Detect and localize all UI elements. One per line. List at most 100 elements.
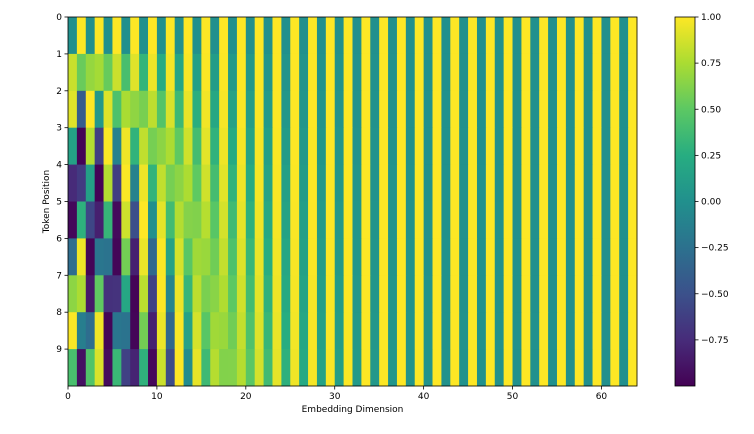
heatmap-cell <box>236 164 247 202</box>
heatmap-cell <box>174 17 184 55</box>
heatmap-cell <box>628 53 638 92</box>
heatmap-cell <box>468 312 478 350</box>
heatmap-cell <box>245 90 256 129</box>
heatmap-cell <box>503 90 513 129</box>
heatmap-cell <box>325 53 336 92</box>
heatmap-cell <box>139 53 149 92</box>
heatmap-cell <box>325 349 336 387</box>
heatmap-cell <box>521 53 531 92</box>
heatmap-cell <box>94 349 104 387</box>
heatmap-cell <box>432 90 442 129</box>
x-axis-label: Embedding Dimension <box>302 405 404 415</box>
heatmap-cell <box>361 201 371 239</box>
heatmap-cell <box>316 164 327 202</box>
heatmap-cell <box>539 275 549 313</box>
heatmap-cell <box>85 312 96 350</box>
heatmap-cell <box>228 201 238 239</box>
y-tick-label: 8 <box>56 308 62 318</box>
heatmap-cell <box>156 53 167 92</box>
heatmap-cell <box>548 90 558 129</box>
heatmap-cell <box>299 164 309 202</box>
heatmap-cell <box>68 312 78 350</box>
heatmap-cell <box>619 127 629 165</box>
heatmap-cell <box>423 238 433 276</box>
heatmap-cell <box>76 127 87 165</box>
heatmap-cell <box>183 201 193 239</box>
heatmap-cell <box>379 53 389 92</box>
heatmap-cell <box>556 238 567 276</box>
heatmap-cell <box>388 201 398 239</box>
heatmap-cell <box>121 275 131 313</box>
heatmap-cell <box>183 312 193 350</box>
heatmap-cell <box>468 275 478 313</box>
heatmap-cell <box>459 238 469 276</box>
heatmap-cell <box>521 201 531 239</box>
heatmap-cell <box>245 164 256 202</box>
heatmap-cell <box>325 238 336 276</box>
heatmap-cell <box>468 17 478 55</box>
heatmap-cell <box>183 349 193 387</box>
heatmap-cell <box>103 275 113 313</box>
heatmap-cell <box>156 201 167 239</box>
heatmap-cell <box>183 275 193 313</box>
heatmap-cell <box>219 53 229 92</box>
heatmap-cell <box>343 201 353 239</box>
heatmap-cell <box>352 312 362 350</box>
heatmap-cell <box>228 164 238 202</box>
heatmap-cell <box>245 238 256 276</box>
heatmap-cell <box>565 349 576 387</box>
heatmap-cell <box>521 349 531 387</box>
heatmap-cell <box>476 349 487 387</box>
heatmap-cell <box>263 53 273 92</box>
heatmap-cell <box>245 201 256 239</box>
heatmap-cell <box>68 17 78 55</box>
heatmap-cell <box>548 201 558 239</box>
heatmap-cell <box>396 164 407 202</box>
heatmap-cell <box>290 127 300 165</box>
heatmap-cell <box>521 90 531 129</box>
heatmap-cell <box>245 17 256 55</box>
heatmap-cell <box>103 90 113 129</box>
heatmap-cell <box>565 312 576 350</box>
heatmap-cell <box>503 127 513 165</box>
heatmap-cell <box>192 201 202 239</box>
heatmap-cell <box>334 90 345 129</box>
heatmap-cell <box>476 53 487 92</box>
heatmap-cell <box>201 53 211 92</box>
heatmap-cell <box>263 275 273 313</box>
heatmap-cell <box>352 53 362 92</box>
heatmap-cell <box>316 127 327 165</box>
heatmap-cell <box>325 164 336 202</box>
heatmap-cell <box>103 127 113 165</box>
heatmap-cell <box>352 238 362 276</box>
heatmap-cell <box>325 312 336 350</box>
heatmap-cell <box>476 275 487 313</box>
heatmap-cell <box>263 238 273 276</box>
heatmap-cell <box>272 312 282 350</box>
heatmap-cell <box>210 90 220 129</box>
heatmap-cell <box>592 238 602 276</box>
heatmap-cell <box>441 312 451 350</box>
heatmap-cell <box>219 127 229 165</box>
heatmap-cell <box>396 238 407 276</box>
heatmap-cell <box>361 53 371 92</box>
heatmap-cell <box>183 53 193 92</box>
heatmap-cell <box>210 275 220 313</box>
heatmap-cell <box>299 312 309 350</box>
x-tick-label: 20 <box>240 392 252 402</box>
heatmap-cell <box>85 53 96 92</box>
heatmap-cell <box>272 275 282 313</box>
heatmap-cell <box>94 90 104 129</box>
heatmap-cell <box>352 349 362 387</box>
heatmap-cell <box>272 164 282 202</box>
heatmap-cell <box>530 127 540 165</box>
heatmap-cell <box>352 164 362 202</box>
heatmap-cell <box>156 238 167 276</box>
colorbar-tick-label: −0.75 <box>701 336 729 346</box>
heatmap-cell <box>370 312 380 350</box>
heatmap-cell <box>352 201 362 239</box>
heatmap-cell <box>210 127 220 165</box>
heatmap-cell <box>539 312 549 350</box>
heatmap-cell <box>68 201 78 239</box>
heatmap-cell <box>512 164 522 202</box>
